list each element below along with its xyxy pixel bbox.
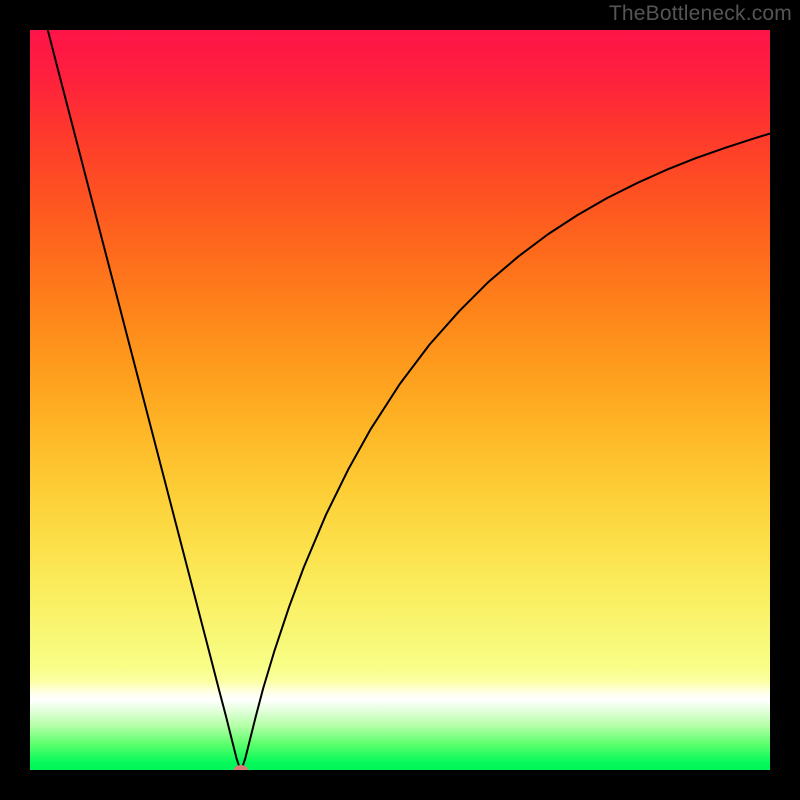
bottleneck-chart — [0, 0, 800, 800]
chart-container: TheBottleneck.com — [0, 0, 800, 800]
plot-background — [30, 30, 770, 770]
